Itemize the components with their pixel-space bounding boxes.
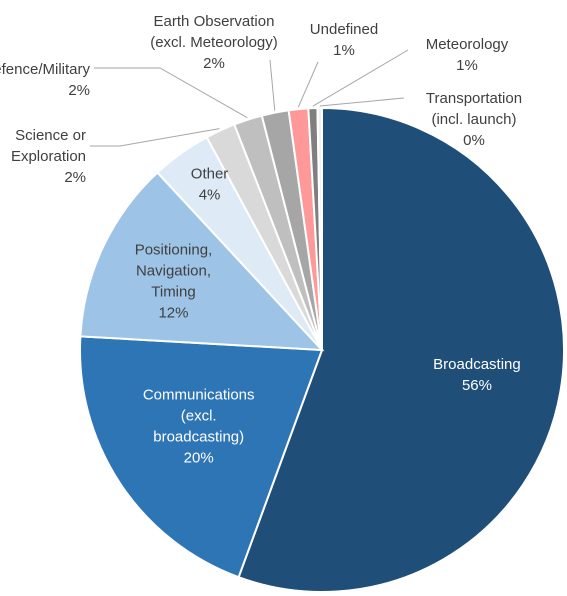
- slice-name-line: (incl. launch): [431, 111, 516, 128]
- slice-name-line: Defence/Military: [0, 61, 90, 78]
- slice-name-line: Undefined: [310, 21, 378, 38]
- slice-name-line: Timing: [151, 283, 195, 300]
- slice-value-label: 20%: [184, 450, 214, 467]
- leader-line-transportation-incl-launch: [319, 97, 405, 107]
- slice-value-label: 56%: [462, 377, 492, 394]
- slice-name-line: Meteorology: [426, 36, 509, 53]
- slice-name-line: Broadcasting: [433, 356, 521, 373]
- pie-slice-positioning-navigation-timing: [79, 171, 325, 352]
- slice-value-label: 2%: [203, 55, 225, 72]
- slice-label-undefined: Undefined 1%: [310, 21, 378, 59]
- leader-line-undefined: [297, 61, 319, 108]
- leader-line-defence-military: [94, 67, 248, 119]
- slice-value-label: 1%: [333, 42, 355, 59]
- slice-name-line: Communications: [143, 387, 255, 404]
- slice-label-science-or-exploration: Science or Exploration 2%: [11, 127, 86, 186]
- slice-value-label: 12%: [158, 304, 188, 321]
- slice-label-defence-military: Defence/Military 2%: [0, 61, 90, 99]
- slice-name-line: (excl.: [181, 408, 217, 425]
- pie-slice-broadcasting: [237, 106, 565, 593]
- slice-label-other: Other 4%: [191, 165, 229, 203]
- slice-name-line: Positioning,: [135, 241, 213, 258]
- slice-name-line: Transportation: [426, 90, 522, 107]
- slice-name-line: Earth Observation: [154, 13, 275, 30]
- slice-name-line: Science or: [15, 127, 86, 144]
- pie-slice-transportation-incl-launch: [316, 106, 323, 351]
- slice-label-positioning-navigation-timing: Positioning, Navigation, Timing 12%: [135, 241, 213, 321]
- slice-label-transportation-incl-launch: Transportation (incl. launch) 0%: [426, 90, 522, 149]
- leader-line-meteorology: [312, 49, 409, 107]
- slice-value-label: 1%: [456, 57, 478, 74]
- slice-label-meteorology: Meteorology 1%: [426, 36, 509, 74]
- pie-slices: [79, 106, 565, 593]
- slice-label-earth-observation-excl-meteorology: Earth Observation (excl. Meteorology) 2%: [150, 13, 278, 72]
- slice-value-label: 2%: [68, 82, 90, 99]
- slice-name-line: Other: [191, 165, 229, 182]
- slice-value-label: 4%: [199, 186, 221, 203]
- leader-line-earth-observation-excl-meteorology: [269, 59, 276, 111]
- leader-line-science-or-exploration: [90, 128, 220, 147]
- pie-slice-communications-excl-broadcasting: [79, 335, 324, 579]
- slice-label-broadcasting: Broadcasting 56%: [433, 356, 521, 394]
- slice-labels: Broadcasting 56% Communications (excl. broad…: [0, 13, 522, 467]
- slice-value-label: 2%: [64, 169, 86, 186]
- slice-value-label: 0%: [463, 132, 485, 149]
- slice-name-line: broadcasting): [153, 429, 244, 446]
- slice-name-line: (excl. Meteorology): [150, 34, 278, 51]
- leader-lines: [90, 49, 409, 147]
- slice-name-line: Navigation,: [136, 262, 211, 279]
- slice-name-line: Exploration: [11, 148, 86, 165]
- slice-label-communications-excl-broadcasting: Communications (excl. broadcasting) 20%: [143, 387, 255, 467]
